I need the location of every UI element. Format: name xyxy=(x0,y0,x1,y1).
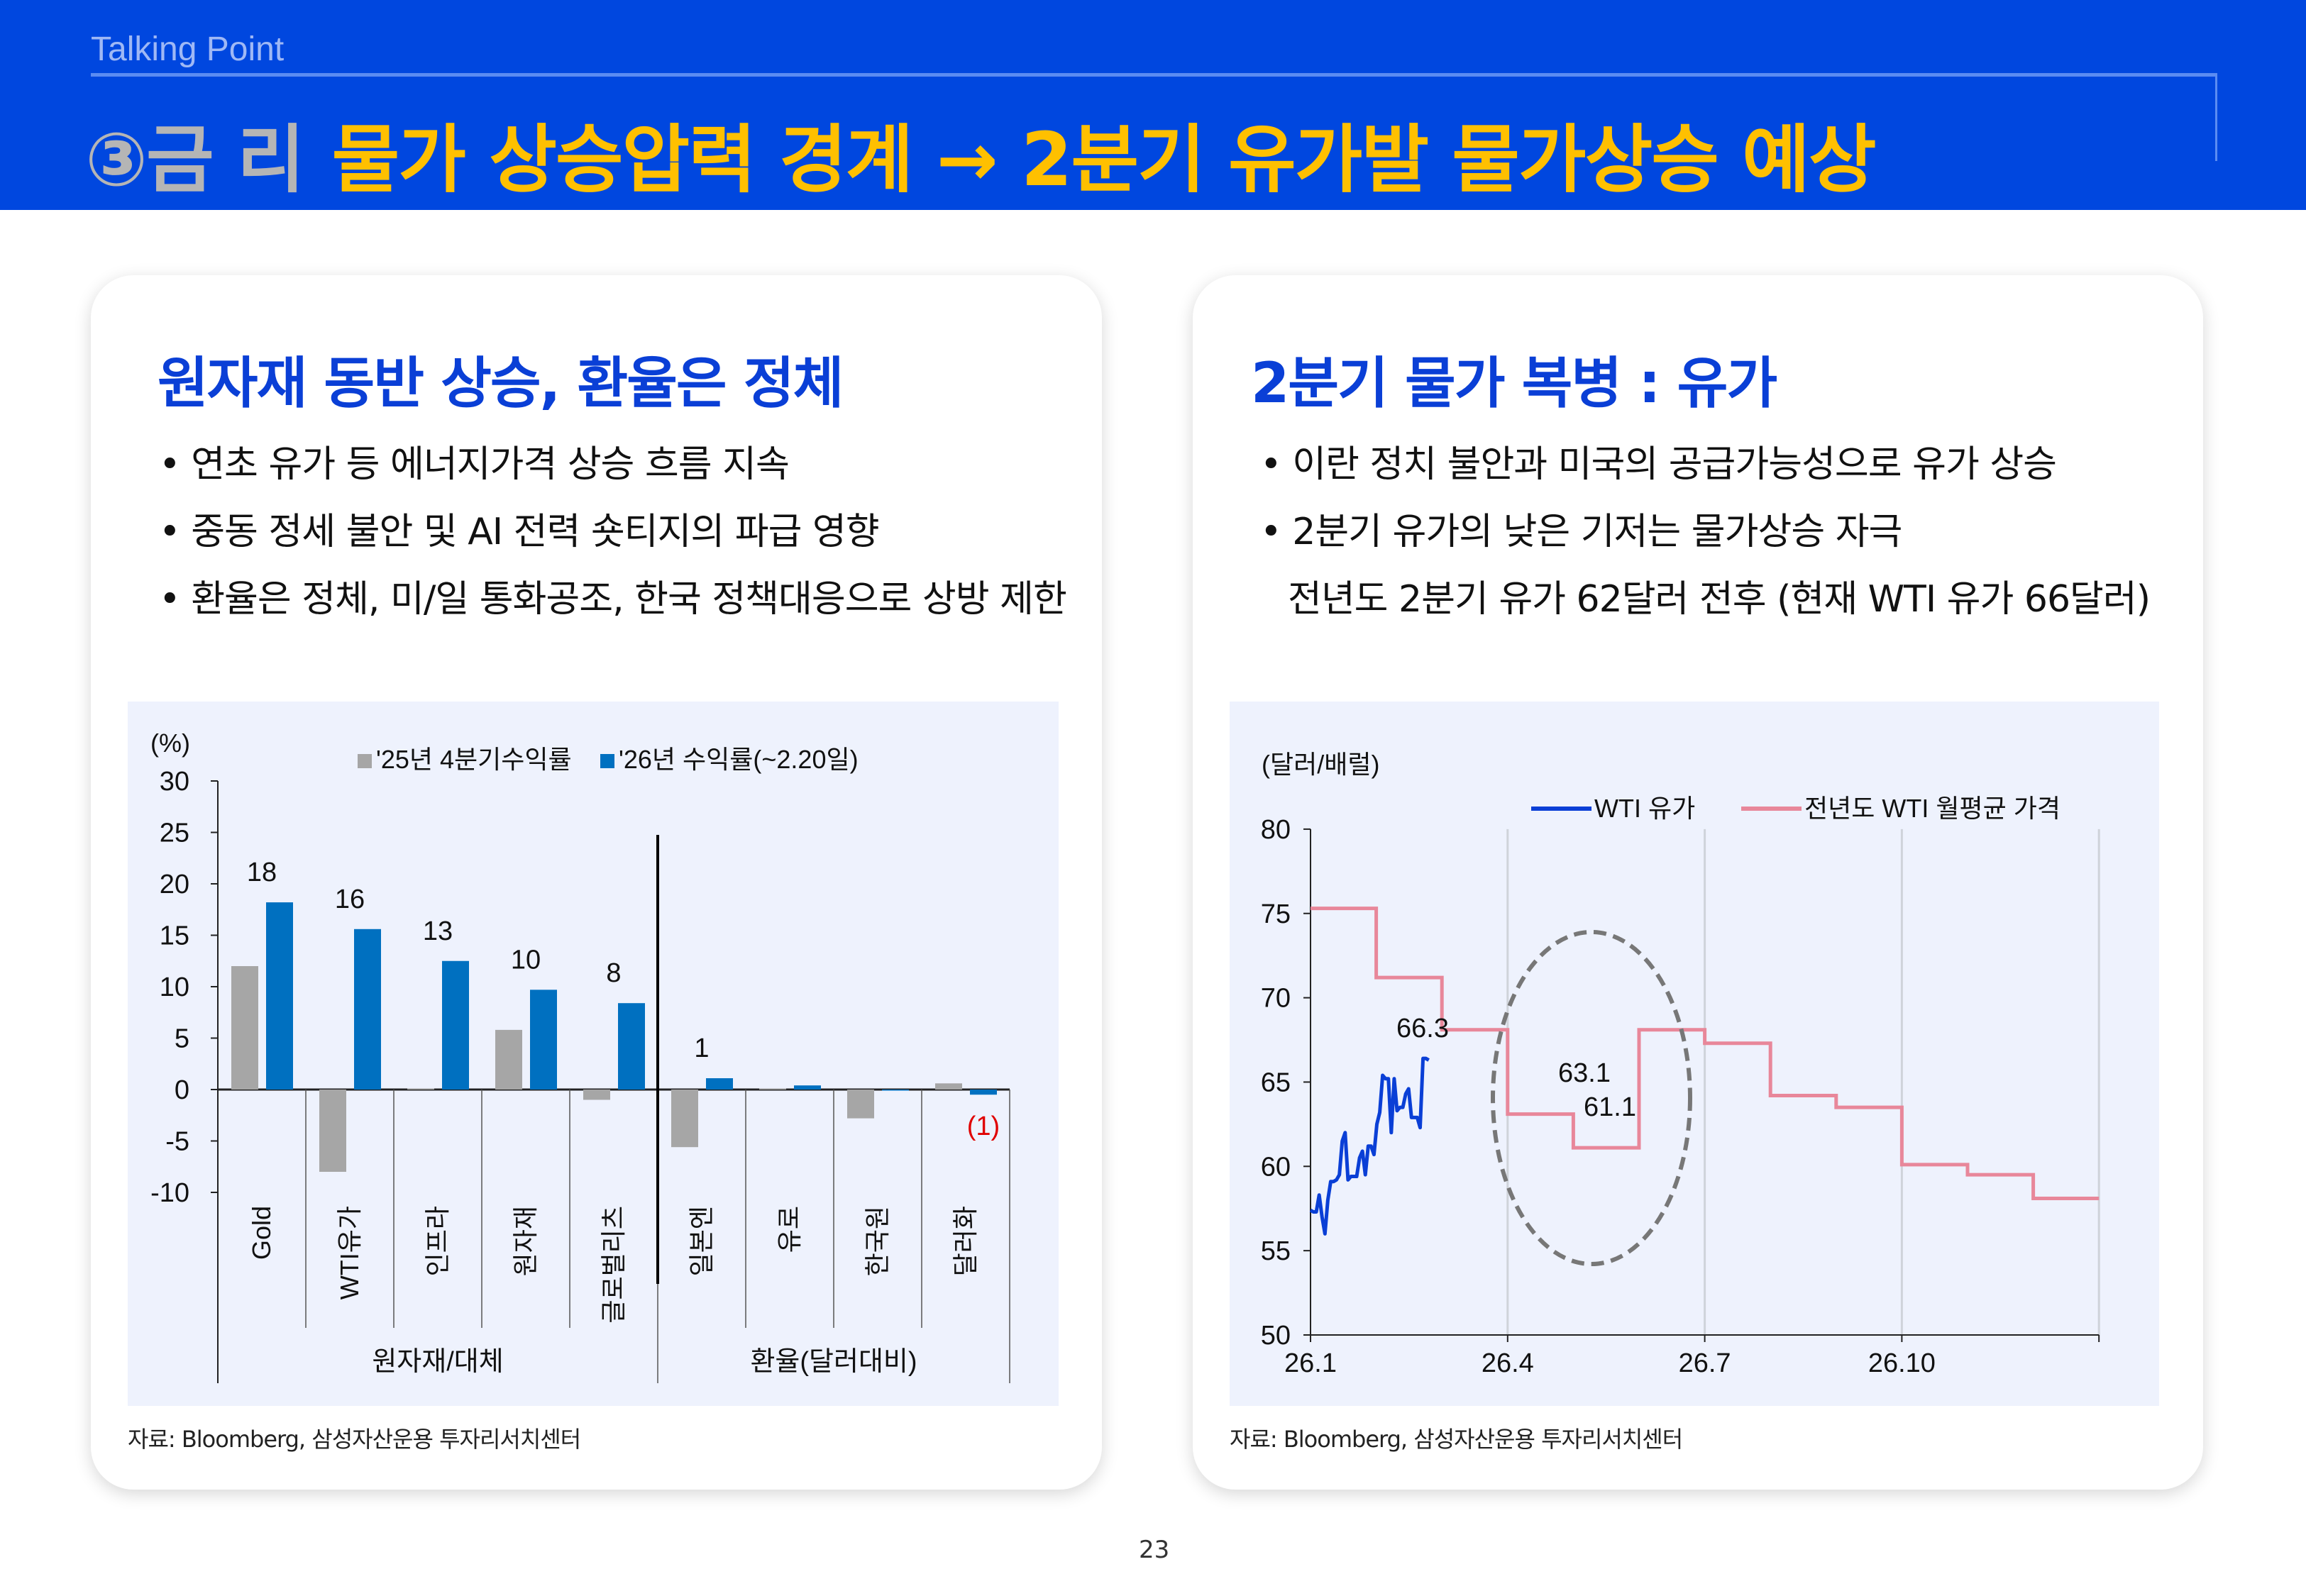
y-tick-label: 5 xyxy=(175,1024,189,1054)
category-label: 일본엔 xyxy=(687,1206,716,1276)
y-tick-label: 70 xyxy=(1261,984,1291,1014)
bar-ytd-2026 xyxy=(266,902,293,1090)
returns-bar-chart: 302520151050-5-10(%)18Gold16WTI유가13인프라10… xyxy=(150,728,1010,1383)
legend-swatch-q4-2025 xyxy=(358,754,372,768)
section-label: ③금 리 xyxy=(85,116,305,203)
y-tick-label: 65 xyxy=(1261,1068,1291,1097)
data-label: (1) xyxy=(967,1112,1000,1141)
bar-q4-2025 xyxy=(319,1090,346,1172)
bar-ytd-2026 xyxy=(354,929,381,1090)
y-tick-label: 60 xyxy=(1261,1152,1291,1182)
category-label: 인프라 xyxy=(423,1206,452,1276)
right-card-heading: 2분기 물가 복병 : 유가 xyxy=(1251,352,1777,416)
bar-q4-2025 xyxy=(759,1088,786,1090)
title-text: 물가 상승압력 경계 → 2분기 유가발 물가상승 예상 xyxy=(331,116,1877,203)
category-label: 유로 xyxy=(775,1206,804,1253)
data-label: 13 xyxy=(423,916,453,946)
page-number: 23 xyxy=(1139,1536,1170,1564)
header-divider xyxy=(91,73,2217,77)
y-tick-label: 25 xyxy=(160,819,189,848)
left-card-heading: 원자재 동반 상승, 환율은 정체 xyxy=(158,352,844,416)
header-divider-vertical xyxy=(2215,73,2217,161)
kicker-label: Talking Point xyxy=(91,31,285,68)
right-bullet-1: • 이란 정치 불안과 미국의 공급가능성으로 유가 상승 xyxy=(1260,443,2057,486)
x-tick-label: 26.1 xyxy=(1284,1348,1337,1378)
y-tick-label: 20 xyxy=(160,870,189,899)
right-bullet-2: • 2분기 유가의 낮은 기저는 물가상승 자극 xyxy=(1260,511,1902,553)
group-label: 원자재/대체 xyxy=(372,1347,503,1377)
bar-ytd-2026 xyxy=(706,1078,733,1090)
category-label: 글로벌리츠 xyxy=(599,1206,628,1324)
right-source-note: 자료: Bloomberg, 삼성자산운용 투자리서치센터 xyxy=(1230,1426,1683,1453)
bar-q4-2025 xyxy=(407,1088,434,1090)
bar-q4-2025 xyxy=(847,1090,874,1119)
bar-q4-2025 xyxy=(231,966,258,1090)
annotation-current-wti: 66.3 xyxy=(1396,1014,1449,1043)
legend-swatch-ytd-2026 xyxy=(600,754,614,768)
y-tick-label: -5 xyxy=(165,1127,189,1157)
bar-ytd-2026 xyxy=(794,1085,821,1090)
y-tick-label: 30 xyxy=(160,767,189,797)
right-chart-background xyxy=(1230,702,2159,1406)
y-tick-label: -10 xyxy=(150,1178,189,1208)
category-label: 원자재 xyxy=(511,1206,540,1276)
y-tick-label: 80 xyxy=(1261,815,1291,845)
page-title: ③금 리 물가 상승압력 경계 → 2분기 유가발 물가상승 예상 xyxy=(85,99,1877,206)
legend-label-prev-year: 전년도 WTI 월평균 가격 xyxy=(1804,794,2060,823)
y-tick-label: 55 xyxy=(1261,1236,1291,1266)
data-label: 16 xyxy=(335,885,365,914)
x-tick-label: 26.4 xyxy=(1482,1348,1534,1378)
y-tick-label: 10 xyxy=(160,972,189,1002)
bar-ytd-2026 xyxy=(530,990,557,1090)
y-tick-label: 0 xyxy=(175,1075,189,1105)
bar-q4-2025 xyxy=(935,1083,962,1090)
wti-price-line xyxy=(1309,1056,1430,1236)
data-label: 18 xyxy=(247,858,277,887)
data-label: 1 xyxy=(694,1033,709,1063)
annotation-q2-min: 61.1 xyxy=(1584,1092,1636,1122)
x-tick-label: 26.7 xyxy=(1679,1348,1731,1378)
left-bullet-1: • 연초 유가 등 에너지가격 상승 흐름 지속 xyxy=(159,443,790,486)
bar-q4-2025 xyxy=(671,1090,698,1148)
bar-ytd-2026 xyxy=(970,1090,997,1095)
left-bullet-3: • 환율은 정체, 미/일 통화공조, 한국 정책대응으로 상방 제한 xyxy=(159,578,1067,621)
left-source-note: 자료: Bloomberg, 삼성자산운용 투자리서치센터 xyxy=(128,1426,581,1453)
y-tick-label: 15 xyxy=(160,921,189,951)
legend-label-q4-2025: '25년 4분기수익률 xyxy=(376,745,572,774)
y-tick-label: 75 xyxy=(1261,899,1291,929)
header-bar xyxy=(0,0,2306,210)
y-tick-label: 50 xyxy=(1261,1321,1291,1351)
bar-ytd-2026 xyxy=(442,960,469,1090)
bar-q4-2025 xyxy=(495,1029,522,1090)
category-label: Gold xyxy=(247,1206,276,1260)
highlight-ellipse xyxy=(1491,930,1692,1266)
prev-year-wti-line xyxy=(1311,907,2100,1200)
category-label: WTI유가 xyxy=(335,1206,364,1299)
data-label: 10 xyxy=(511,945,541,975)
annotation-q2-low: 63.1 xyxy=(1558,1058,1611,1088)
right-bullet-3: 전년도 2분기 유가 62달러 전후 (현재 WTI 유가 66달러) xyxy=(1288,578,2151,621)
bar-ytd-2026 xyxy=(618,1003,645,1090)
category-label: 한국원 xyxy=(863,1206,892,1276)
bar-ytd-2026 xyxy=(882,1090,909,1091)
y-axis-unit: (달러/배럴) xyxy=(1262,750,1379,779)
group-label: 환율(달러대비) xyxy=(750,1347,917,1377)
x-tick-label: 26.10 xyxy=(1868,1348,1936,1378)
category-label: 달러화 xyxy=(951,1206,980,1276)
y-axis-unit: (%) xyxy=(150,728,190,758)
data-label: 8 xyxy=(606,958,621,988)
legend-label-ytd-2026: '26년 수익률(~2.20일) xyxy=(619,745,859,774)
bar-q4-2025 xyxy=(583,1090,610,1100)
legend-label-wti: WTI 유가 xyxy=(1594,794,1695,823)
left-bullet-2: • 중동 정세 불안 및 AI 전력 숏티지의 파급 영향 xyxy=(159,511,880,553)
